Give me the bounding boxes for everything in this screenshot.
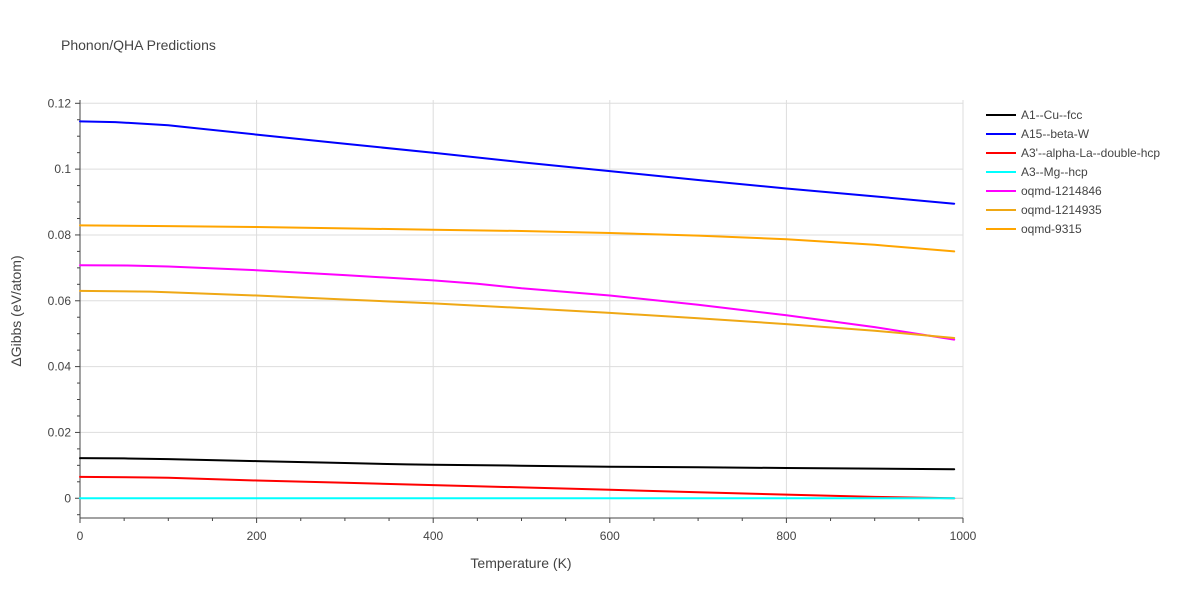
legend-label: A15--beta-W <box>1021 127 1090 141</box>
legend-item[interactable]: A3--Mg--hcp <box>986 165 1088 179</box>
legend-item[interactable]: A3'--alpha-La--double-hcp <box>986 146 1160 160</box>
y-tick-label: 0.06 <box>48 294 72 308</box>
axes <box>75 100 964 523</box>
legend-label: A1--Cu--fcc <box>1021 108 1082 122</box>
y-tick-label: 0 <box>64 491 71 505</box>
legend-label: A3--Mg--hcp <box>1021 165 1088 179</box>
legend-item[interactable]: oqmd-1214846 <box>986 184 1102 198</box>
x-tick-label: 200 <box>247 529 267 543</box>
tick-labels: 0 200 400 600 800 1000 0 0.02 0.04 0.06 0.08 0.1 0.1… <box>48 96 977 543</box>
x-tick-label: 400 <box>423 529 443 543</box>
x-axis-label: Temperature (K) <box>470 555 571 571</box>
legend-label: oqmd-1214846 <box>1021 184 1102 198</box>
legend: A1--Cu--fcc A15--beta-W A3'--alpha-La--dou… <box>986 108 1160 236</box>
legend-item[interactable]: oqmd-9315 <box>986 222 1082 236</box>
legend-label: oqmd-9315 <box>1021 222 1082 236</box>
series-line-6 <box>79 289 956 339</box>
x-tick-label: 1000 <box>950 529 977 543</box>
legend-label: A3'--alpha-La--double-hcp <box>1021 146 1160 160</box>
legend-item[interactable]: oqmd-1214935 <box>986 203 1102 217</box>
y-tick-label: 0.04 <box>48 360 72 374</box>
legend-item[interactable]: A15--beta-W <box>986 127 1090 141</box>
legend-label: oqmd-1214935 <box>1021 203 1102 217</box>
x-tick-label: 600 <box>600 529 620 543</box>
series-line-5 <box>79 264 956 341</box>
y-tick-label: 0.12 <box>48 96 72 110</box>
chart-title: Phonon/QHA Predictions <box>61 37 216 53</box>
series-line-2 <box>79 120 956 205</box>
y-tick-label: 0.08 <box>48 228 72 242</box>
x-tick-label: 0 <box>77 529 84 543</box>
series-line-7 <box>79 224 956 253</box>
y-tick-label: 0.1 <box>54 162 71 176</box>
legend-item[interactable]: A1--Cu--fcc <box>986 108 1082 122</box>
y-axis-label: ΔGibbs (eV/atom) <box>8 255 24 366</box>
y-tick-label: 0.02 <box>48 425 72 439</box>
x-tick-label: 800 <box>776 529 796 543</box>
series-line-1 <box>79 457 956 471</box>
series-line-3 <box>79 475 956 500</box>
plot-area <box>79 120 956 500</box>
